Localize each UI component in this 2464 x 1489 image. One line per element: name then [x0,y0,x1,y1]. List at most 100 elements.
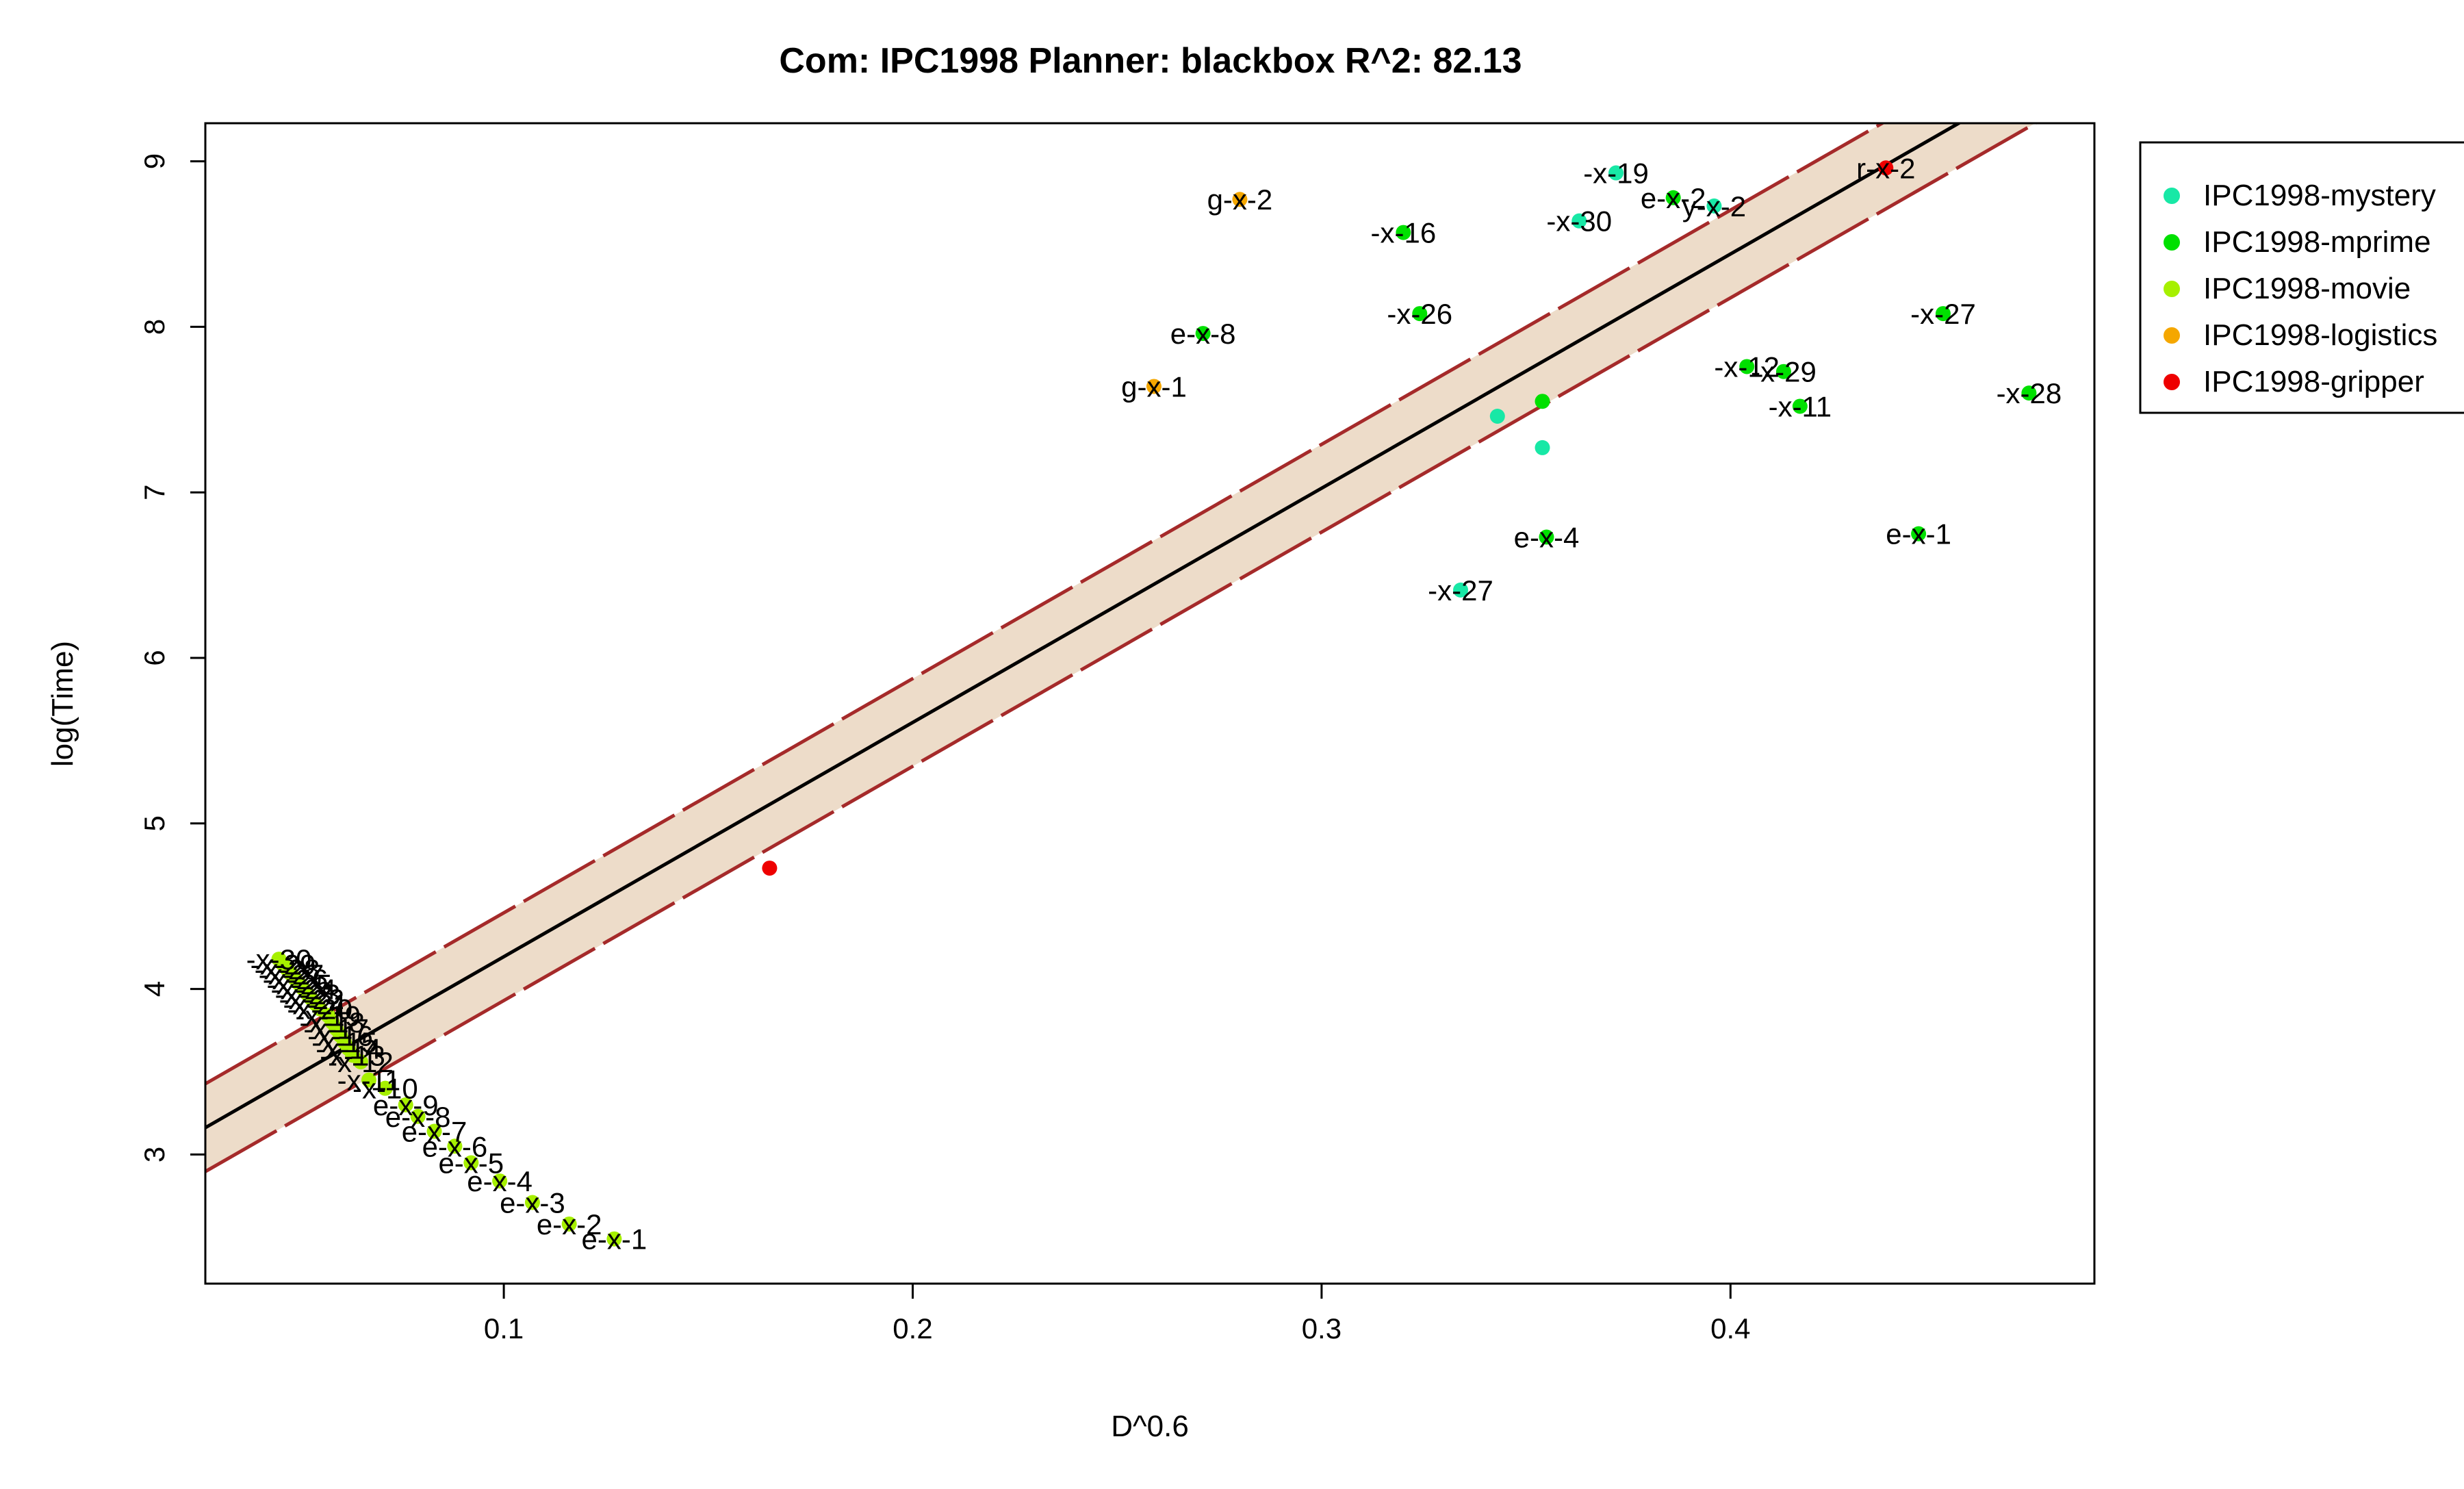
point-label: -x-23 [274,978,340,1010]
point-label: e-x-1 [1886,518,1951,550]
data-point [2021,385,2037,401]
x-axis-label: D^0.6 [1111,1410,1189,1443]
point-label: e-x-7 [402,1116,467,1148]
point-label: e-x-2 [1641,182,1706,214]
point-label: -x-27 [1910,298,1976,330]
data-point [1706,198,1722,214]
data-point [1489,408,1505,424]
data-point [1535,440,1550,455]
point-label: g-x-1 [1121,370,1187,403]
data-point [524,1195,540,1210]
legend-entry: IPC1998-logistics [2203,318,2437,352]
data-point [1453,582,1469,598]
point-label: -x-19 [1583,157,1649,190]
data-point [1535,394,1550,409]
point-label: -x-17 [303,1013,369,1045]
point-label: -x-30 [1546,205,1612,238]
x-tick-label: 0.3 [1302,1312,1342,1345]
point-label: -x-13 [320,1039,385,1071]
data-point [1775,364,1791,379]
point-label: e-x-1 [582,1223,647,1256]
data-point [492,1173,508,1189]
point-label: -x-11 [1769,390,1832,422]
point-label: e-x-4 [467,1165,532,1197]
legend-swatch [2164,188,2180,204]
y-tick-label: 8 [138,319,170,335]
legend: IPC1998-mystery IPC1998-mprime IPC1998-mov… [2139,141,2464,414]
point-label: e-x-4 [1514,521,1580,553]
data-points [271,160,2037,1247]
point-label: -x-12 [1714,351,1780,383]
data-point [561,1216,577,1232]
axes: 0.1 0.2 0.3 0.4 3 4 5 6 7 8 9 [138,153,1751,1345]
plot-frame [204,122,2096,1285]
data-point [1665,190,1681,205]
data-point [1935,306,1951,322]
data-point [1571,213,1587,229]
point-label: -x-19 [295,1000,361,1032]
point-label: -x-14 [316,1033,381,1065]
legend-entry: IPC1998-mprime [2203,225,2431,259]
data-point [398,1097,413,1112]
confidence-band [205,123,2039,1173]
data-point [361,1072,376,1088]
point-label: y-x-2 [1682,190,1746,222]
point-label: -x-29 [251,948,316,980]
point-label: -x-25 [267,968,333,1000]
legend-swatch [2164,374,2180,390]
point-label: e-x-9 [373,1089,439,1121]
point-label: e-x-6 [422,1130,488,1162]
point-label: e-x-8 [385,1101,451,1133]
point-label: r-x-2 [1856,152,1915,184]
data-point [1146,379,1162,394]
data-point [1911,526,1927,542]
regression-line [205,123,1962,1130]
y-tick-label: 5 [138,815,170,831]
point-label: -x-12 [328,1046,394,1078]
point-labels: -x-19 -x-30 y-x-2 -x-27 e-x-2 -x-16 -x-26 e-x-8… [246,152,2062,1255]
y-axis-label: log(Time) [46,641,79,767]
data-point [1232,192,1248,207]
data-point [1396,225,1411,240]
point-label: -x-27 [1428,574,1493,607]
legend-swatch [2164,234,2180,251]
data-point [606,1231,622,1247]
y-tick-label: 6 [138,650,170,665]
point-label: g-x-2 [1207,183,1273,216]
data-point [1539,529,1554,545]
legend-entry: IPC1998-gripper [2203,365,2424,398]
y-tick-label: 4 [138,981,170,997]
x-tick-label: 0.2 [893,1312,932,1345]
point-label: -x-28 [1997,377,2062,409]
point-label: e-x-2 [537,1208,602,1240]
point-label: e-x-3 [500,1187,565,1219]
fit-line [205,123,1962,1130]
point-label: -x-16 [1371,217,1437,249]
point-label: -x-29 [1751,356,1817,388]
legend-entry: IPC1998-movie [2203,272,2411,305]
point-label: -x-26 [1387,298,1452,330]
x-tick-label: 0.1 [484,1312,524,1345]
point-label: -x-11 [337,1065,401,1097]
point-label: -x-10 [352,1073,418,1105]
data-point [1195,326,1211,342]
data-point [1878,160,1894,176]
point-label: -x-18 [299,1006,365,1039]
point-label: -x-27 [259,958,324,991]
legend-box [2139,141,2464,414]
y-tick-label: 3 [138,1147,170,1162]
point-label: e-x-8 [1170,318,1236,350]
point-label: -x-30 [246,943,312,976]
data-point [1792,398,1808,414]
legend-swatch [2164,281,2180,297]
point-label: -x-20 [287,993,352,1026]
band-upper-line [205,123,1886,1086]
legend-swatch [2164,327,2180,344]
point-label: e-x-5 [438,1147,504,1179]
data-point [447,1138,463,1154]
point-label: -x-15 [311,1026,377,1058]
point-label: -x-22 [279,983,344,1015]
data-point [463,1155,479,1171]
